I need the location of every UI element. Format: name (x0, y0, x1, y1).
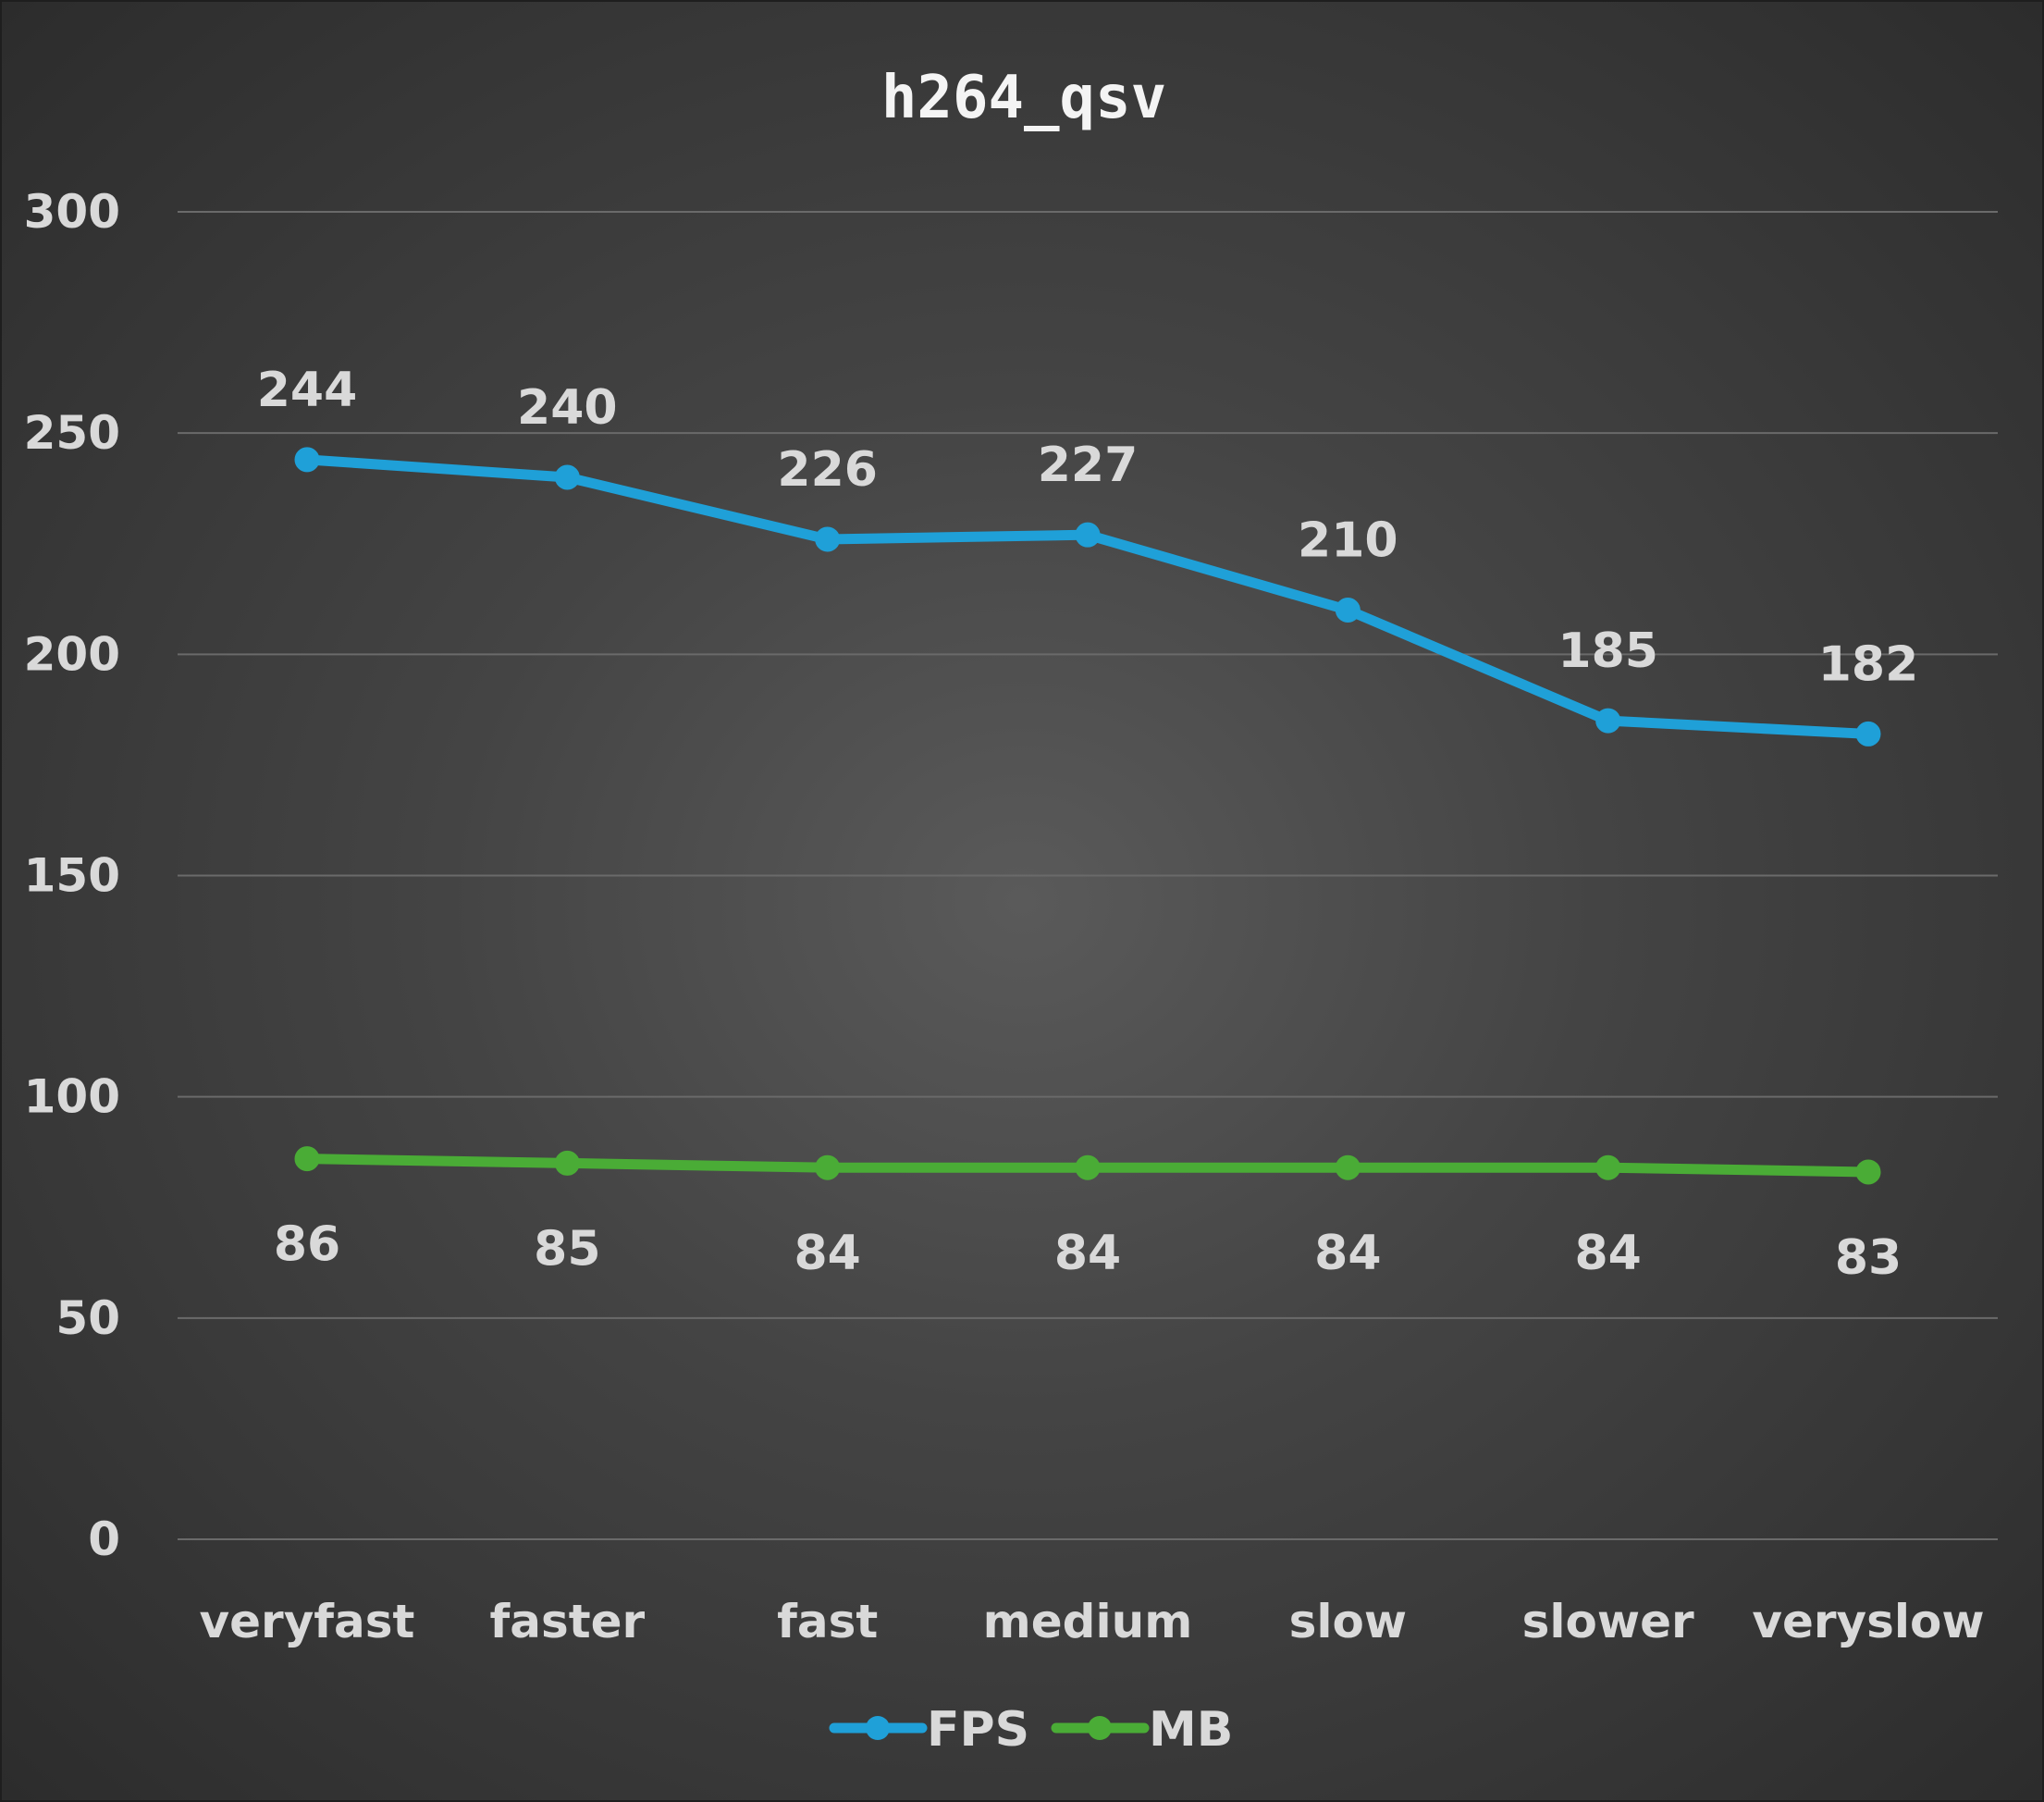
data-label-fps: 226 (777, 442, 878, 498)
data-point-mb[interactable] (815, 1154, 841, 1180)
data-label-fps: 185 (1558, 623, 1658, 679)
x-tick-label: slower (1522, 1595, 1694, 1648)
data-label-mb: 84 (794, 1226, 860, 1281)
y-tick-label: 250 (24, 406, 120, 460)
data-point-mb[interactable] (294, 1146, 320, 1172)
data-point-mb[interactable] (1335, 1154, 1361, 1180)
data-label-mb: 85 (534, 1221, 600, 1277)
chart-title: h264_qsv (881, 64, 1166, 132)
series-layer (294, 447, 1881, 1185)
data-labels: 244 240 226 227 210 185 182 86 85 84 84 84 84 83 (257, 363, 1919, 1286)
data-label-fps: 182 (1818, 636, 1919, 692)
data-point-fps[interactable] (294, 447, 320, 473)
data-point-fps[interactable] (1855, 721, 1881, 747)
legend-label: FPS (927, 1702, 1029, 1758)
x-tick-label: slow (1289, 1595, 1407, 1648)
data-point-mb[interactable] (1075, 1154, 1101, 1180)
data-point-fps[interactable] (1595, 708, 1621, 734)
y-tick-label: 300 (24, 185, 120, 239)
data-point-fps[interactable] (1335, 598, 1361, 623)
data-point-mb[interactable] (554, 1150, 580, 1176)
x-tick-label: medium (983, 1595, 1193, 1648)
legend-item-mb[interactable]: MB (1051, 1702, 1233, 1758)
data-point-fps[interactable] (554, 464, 580, 490)
legend-swatch-marker (866, 1716, 890, 1740)
series-mb (294, 1146, 1881, 1185)
y-axis-tick-labels: 0 50 100 150 200 250 300 (24, 185, 120, 1566)
data-point-fps[interactable] (815, 526, 841, 552)
x-tick-label: fast (777, 1595, 878, 1648)
data-point-mb[interactable] (1595, 1154, 1621, 1180)
series-fps (294, 447, 1881, 747)
y-tick-label: 100 (24, 1070, 120, 1124)
data-label-fps: 244 (257, 363, 358, 418)
x-axis-tick-labels: veryfast faster fast medium slow slower verysl… (200, 1595, 1985, 1648)
legend[interactable]: FPS MB (829, 1702, 1233, 1758)
y-tick-label: 200 (24, 627, 120, 681)
legend-label: MB (1149, 1702, 1233, 1758)
gridlines (178, 211, 1998, 1540)
data-label-mb: 86 (274, 1217, 340, 1273)
data-label-mb: 84 (1574, 1226, 1641, 1281)
data-label-mb: 84 (1314, 1226, 1381, 1281)
series-line-fps (302, 454, 1874, 739)
legend-item-fps[interactable]: FPS (829, 1702, 1029, 1758)
x-tick-label: veryfast (200, 1595, 415, 1648)
data-label-fps: 240 (517, 380, 618, 436)
y-tick-label: 150 (24, 849, 120, 903)
y-tick-label: 0 (88, 1512, 120, 1566)
data-label-mb: 83 (1835, 1230, 1902, 1286)
x-tick-label: veryslow (1752, 1595, 1984, 1648)
data-point-fps[interactable] (1075, 522, 1101, 548)
x-tick-label: faster (489, 1595, 645, 1648)
y-tick-label: 50 (55, 1291, 120, 1345)
data-label-mb: 84 (1054, 1226, 1121, 1281)
legend-swatch-marker (1088, 1716, 1112, 1740)
data-point-mb[interactable] (1855, 1159, 1881, 1185)
data-label-fps: 210 (1298, 513, 1398, 569)
data-label-fps: 227 (1038, 438, 1139, 493)
